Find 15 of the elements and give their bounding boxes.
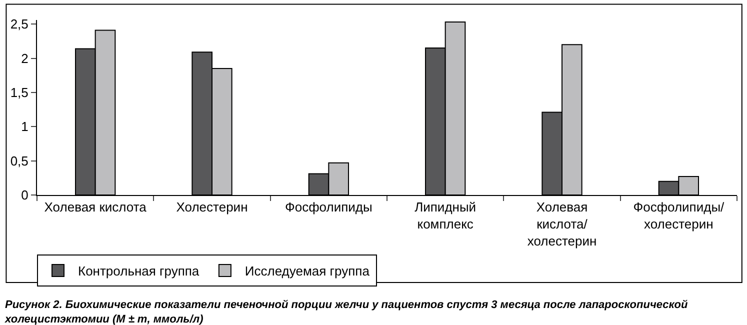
- x-tick-label: Фосфолипиды: [285, 200, 372, 215]
- y-tick-label: 0: [21, 188, 28, 203]
- y-tick-label: 0,5: [10, 153, 28, 168]
- y-tick-label: 1: [21, 119, 28, 134]
- legend-label: Исследуемая группа: [244, 264, 370, 279]
- x-tick-label: Холестерин: [176, 200, 248, 215]
- y-tick-label: 1,5: [10, 85, 28, 100]
- y-tick-label: 2: [21, 50, 28, 66]
- x-tick-label: Липидный комплекс: [414, 200, 476, 232]
- x-tick-label: Фосфолипиды/ холестерин: [633, 200, 725, 232]
- x-tick-label: Холевая кислота/ холестерин: [527, 200, 597, 248]
- x-tick-label: Холевая кислота: [44, 200, 148, 215]
- legend-label: Контрольная группа: [78, 264, 200, 279]
- text: Рисунок 2. Биохимические показатели печеночной порции желчи у пациентов спустя 3 месяца после лапароскопической холецистэктомии (M ± m, ммоль/л): [4, 299, 688, 325]
- y-tick-label: 2,5: [10, 16, 28, 32]
